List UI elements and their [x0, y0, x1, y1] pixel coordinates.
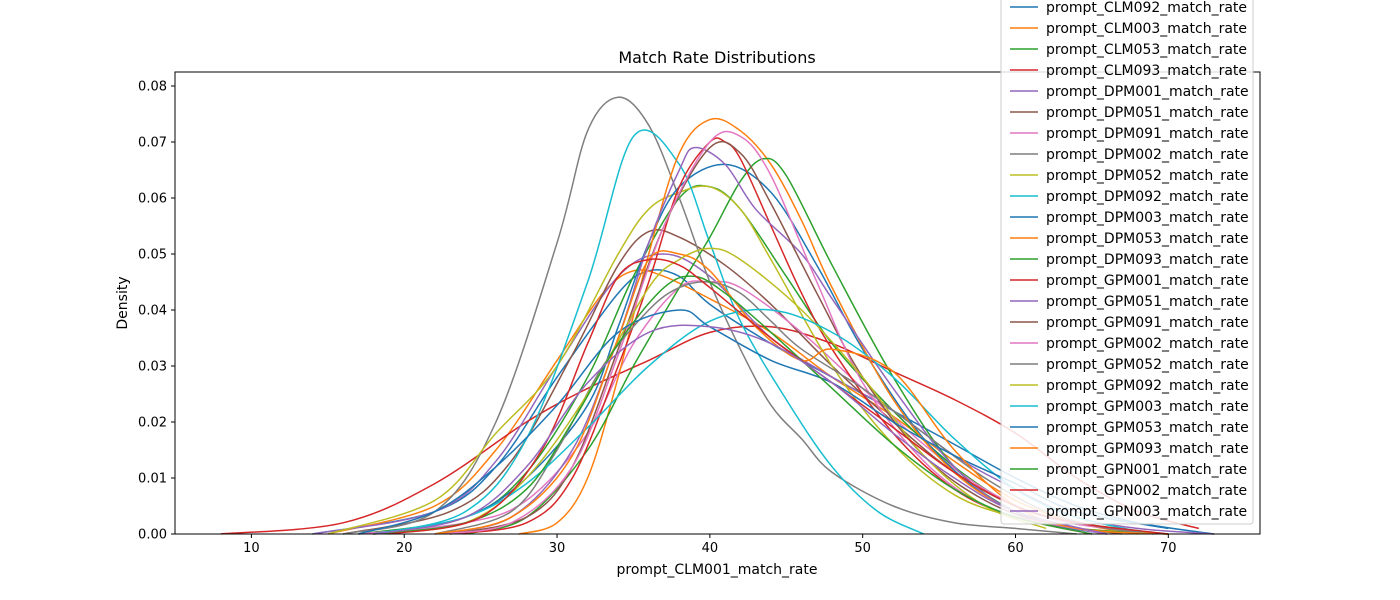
legend-label: prompt_GPN001_match_rate — [1046, 462, 1247, 478]
y-tick-label: 0.02 — [138, 416, 167, 431]
plot-frame — [174, 71, 1261, 535]
legend: prompt_CLM092_match_rate prompt_CLM003_ma… — [1000, 0, 1254, 525]
legend-label: prompt_CLM003_match_rate — [1046, 21, 1247, 37]
legend-box — [1000, 0, 1254, 525]
legend-label: prompt_DPM053_match_rate — [1046, 231, 1249, 247]
legend-label: prompt_GPM052_match_rate — [1046, 357, 1249, 373]
density-curve-23 — [373, 275, 1093, 535]
legend-label: prompt_GPM003_match_rate — [1046, 399, 1249, 415]
density-curve-17 — [434, 130, 1108, 535]
density-curve-9 — [327, 185, 1169, 535]
x-tick-label: 50 — [854, 541, 871, 556]
density-curve-16 — [449, 140, 1123, 535]
density-curve-8 — [342, 96, 1077, 535]
legend-label: prompt_GPN003_match_rate — [1046, 504, 1247, 520]
y-tick-label: 0.06 — [138, 192, 167, 207]
density-curve-15 — [434, 146, 1108, 535]
legend-label: prompt_GPM093_match_rate — [1046, 441, 1249, 457]
y-tick-label: 0.08 — [138, 80, 167, 95]
legend-label: prompt_DPM051_match_rate — [1046, 105, 1249, 121]
y-axis-label: Density — [115, 276, 131, 329]
y-tick-label: 0.01 — [138, 472, 167, 487]
legend-label: prompt_DPM052_match_rate — [1046, 168, 1249, 184]
legend-label: prompt_CLM053_match_rate — [1046, 42, 1247, 58]
legend-label: prompt_GPN002_match_rate — [1046, 483, 1247, 499]
x-axis-label: prompt_CLM001_match_rate — [616, 562, 817, 578]
chart-title: Match Rate Distributions — [618, 48, 815, 67]
density-curve-22 — [434, 250, 1169, 535]
x-tick-label: 30 — [549, 541, 566, 556]
y-tick-label: 0.05 — [138, 248, 167, 263]
legend-label: prompt_DPM001_match_rate — [1046, 84, 1249, 100]
legend-label: prompt_GPM092_match_rate — [1046, 378, 1249, 394]
y-tick-label: 0.03 — [138, 360, 167, 375]
x-axis-ticks: 10 20 30 40 50 60 70 — [243, 534, 1177, 556]
y-tick-label: 0.00 — [138, 528, 167, 543]
legend-label: prompt_GPM002_match_rate — [1046, 336, 1249, 352]
legend-label: prompt_DPM003_match_rate — [1046, 210, 1249, 226]
legend-label: prompt_DPM002_match_rate — [1046, 147, 1249, 163]
x-tick-label: 70 — [1160, 541, 1177, 556]
legend-label: prompt_DPM092_match_rate — [1046, 189, 1249, 205]
x-tick-label: 10 — [243, 541, 260, 556]
density-curve-25 — [373, 324, 1108, 535]
legend-label: prompt_CLM093_match_rate — [1046, 63, 1247, 79]
x-tick-label: 60 — [1007, 541, 1024, 556]
density-curve-24 — [388, 258, 1169, 535]
legend-label: prompt_DPM091_match_rate — [1046, 126, 1249, 142]
x-tick-label: 20 — [396, 541, 413, 556]
legend-label: prompt_GPM051_match_rate — [1046, 294, 1249, 310]
legend-label: prompt_DPM093_match_rate — [1046, 252, 1249, 268]
y-tick-label: 0.07 — [138, 136, 167, 151]
y-axis-ticks: 0.00 0.01 0.02 0.03 0.04 0.05 0.06 0.07 0.08 — [138, 80, 175, 543]
y-tick-label: 0.04 — [138, 304, 167, 319]
x-tick-label: 40 — [702, 541, 719, 556]
legend-label: prompt_GPM091_match_rate — [1046, 315, 1249, 331]
legend-label: prompt_CLM092_match_rate — [1046, 0, 1247, 16]
legend-label: prompt_GPM001_match_rate — [1046, 273, 1249, 289]
legend-label: prompt_GPM053_match_rate — [1046, 420, 1249, 436]
